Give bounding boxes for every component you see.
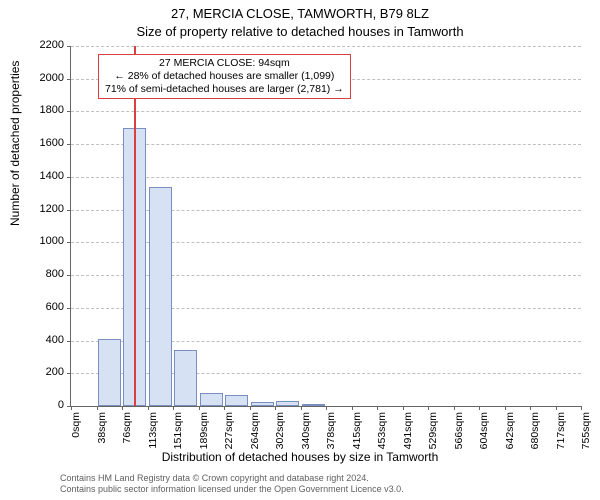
gridline-h [71, 308, 581, 309]
xtick [275, 406, 276, 410]
gridline-h [71, 177, 581, 178]
xtick-label: 680sqm [529, 412, 541, 462]
footer-line-2: Contains public sector information licen… [60, 484, 404, 494]
xtick [71, 406, 72, 410]
xtick-label: 264sqm [249, 412, 261, 462]
ytick-label: 1400 [4, 170, 64, 182]
ytick [67, 373, 71, 374]
histogram-bar [149, 187, 172, 406]
xtick-label: 717sqm [555, 412, 567, 462]
xtick [479, 406, 480, 410]
xtick-label: 38sqm [96, 412, 108, 462]
title-subtitle: Size of property relative to detached ho… [0, 24, 600, 39]
xtick [97, 406, 98, 410]
gridline-h [71, 46, 581, 47]
xtick [250, 406, 251, 410]
info-line-3: 71% of semi-detached houses are larger (… [105, 83, 344, 96]
xtick-label: 491sqm [402, 412, 414, 462]
gridline-h [71, 242, 581, 243]
ytick-label: 600 [4, 301, 64, 313]
footer-attribution: Contains HM Land Registry data © Crown c… [60, 473, 404, 494]
xtick-label: 0sqm [70, 412, 82, 462]
ytick-label: 1800 [4, 104, 64, 116]
xtick-label: 76sqm [121, 412, 133, 462]
xtick [530, 406, 531, 410]
ytick [67, 210, 71, 211]
ytick [67, 275, 71, 276]
ytick [67, 242, 71, 243]
xtick-label: 151sqm [172, 412, 184, 462]
xtick [199, 406, 200, 410]
ytick [67, 111, 71, 112]
xtick [581, 406, 582, 410]
gridline-h [71, 111, 581, 112]
histogram-bar [302, 404, 325, 406]
gridline-h [71, 210, 581, 211]
xtick-label: 642sqm [504, 412, 516, 462]
xtick-label: 604sqm [478, 412, 490, 462]
histogram-bar [251, 402, 274, 406]
ytick-label: 2200 [4, 39, 64, 51]
histogram-bar [225, 395, 248, 406]
ytick [67, 144, 71, 145]
ytick [67, 308, 71, 309]
xtick [122, 406, 123, 410]
xtick [454, 406, 455, 410]
histogram-bar [200, 393, 223, 406]
xtick [173, 406, 174, 410]
xtick-label: 755sqm [580, 412, 592, 462]
ytick [67, 79, 71, 80]
xtick [556, 406, 557, 410]
ytick-label: 0 [4, 399, 64, 411]
xtick [326, 406, 327, 410]
histogram-bar [276, 401, 299, 406]
info-line-1: 27 MERCIA CLOSE: 94sqm [105, 57, 344, 70]
xtick [505, 406, 506, 410]
footer-line-1: Contains HM Land Registry data © Crown c… [60, 473, 404, 483]
ytick-label: 800 [4, 268, 64, 280]
histogram-bar [174, 350, 197, 406]
marker-line [134, 46, 136, 406]
xtick [403, 406, 404, 410]
histogram-bar [98, 339, 121, 406]
xtick [301, 406, 302, 410]
title-main: 27, MERCIA CLOSE, TAMWORTH, B79 8LZ [0, 6, 600, 21]
ytick-label: 1200 [4, 203, 64, 215]
ytick [67, 341, 71, 342]
xtick-label: 378sqm [325, 412, 337, 462]
xtick [224, 406, 225, 410]
gridline-h [71, 373, 581, 374]
ytick-label: 2000 [4, 72, 64, 84]
gridline-h [71, 341, 581, 342]
ytick-label: 1600 [4, 137, 64, 149]
xtick-label: 453sqm [376, 412, 388, 462]
ytick-label: 200 [4, 366, 64, 378]
xtick [352, 406, 353, 410]
xtick-label: 189sqm [198, 412, 210, 462]
xtick-label: 415sqm [351, 412, 363, 462]
ytick-label: 400 [4, 334, 64, 346]
plot-area [70, 46, 581, 407]
ytick [67, 46, 71, 47]
gridline-h [71, 144, 581, 145]
xtick-label: 113sqm [147, 412, 159, 462]
xtick [148, 406, 149, 410]
info-box: 27 MERCIA CLOSE: 94sqm ← 28% of detached… [98, 54, 351, 99]
gridline-h [71, 275, 581, 276]
xtick-label: 302sqm [274, 412, 286, 462]
ytick [67, 177, 71, 178]
xtick-label: 340sqm [300, 412, 312, 462]
xtick-label: 227sqm [223, 412, 235, 462]
xtick-label: 566sqm [453, 412, 465, 462]
chart-container: 27, MERCIA CLOSE, TAMWORTH, B79 8LZ Size… [0, 0, 600, 500]
info-line-2: ← 28% of detached houses are smaller (1,… [105, 70, 344, 83]
ytick-label: 1000 [4, 235, 64, 247]
xtick [428, 406, 429, 410]
xtick-label: 529sqm [427, 412, 439, 462]
xtick [377, 406, 378, 410]
